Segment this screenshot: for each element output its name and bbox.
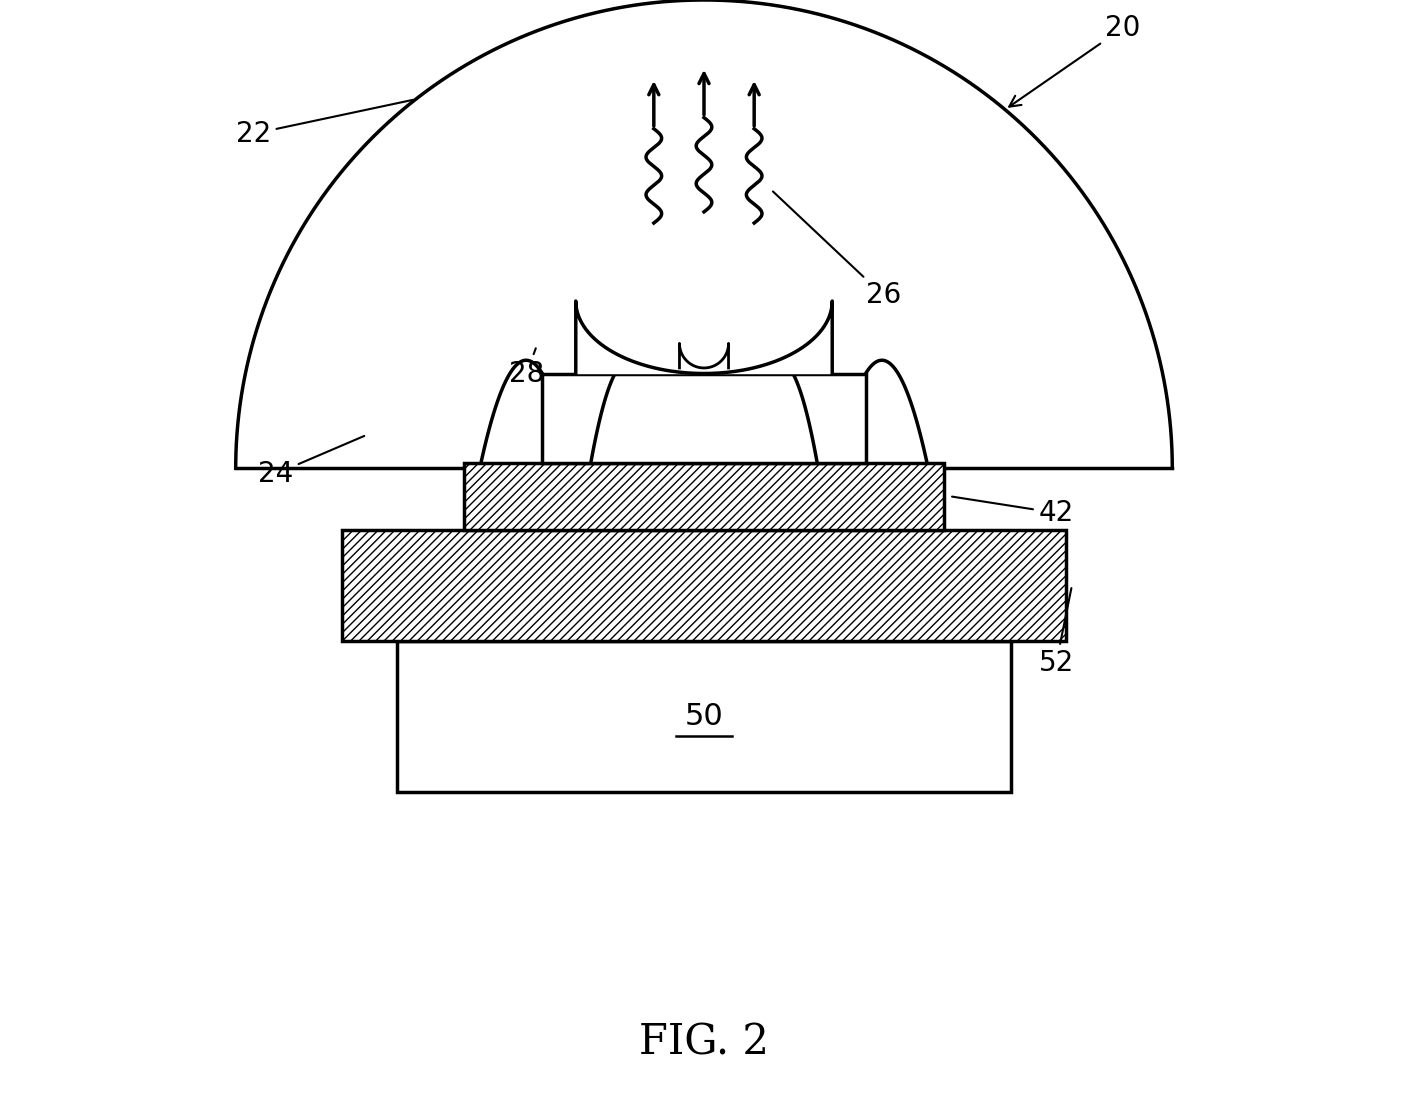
Polygon shape [680,343,728,368]
Text: FIG. 2: FIG. 2 [639,1021,769,1064]
Bar [465,463,943,530]
Polygon shape [576,301,832,374]
Text: 20: 20 [1010,13,1140,107]
Text: 24: 24 [258,436,365,488]
Text: 52: 52 [1039,588,1074,678]
Bar [397,641,1011,792]
Text: 50: 50 [684,701,724,731]
Text: 22: 22 [235,100,413,148]
Text: 26: 26 [773,192,901,310]
Text: 42: 42 [952,496,1074,527]
Bar [342,530,1066,641]
Text: 28: 28 [508,348,543,388]
Bar [542,374,866,463]
